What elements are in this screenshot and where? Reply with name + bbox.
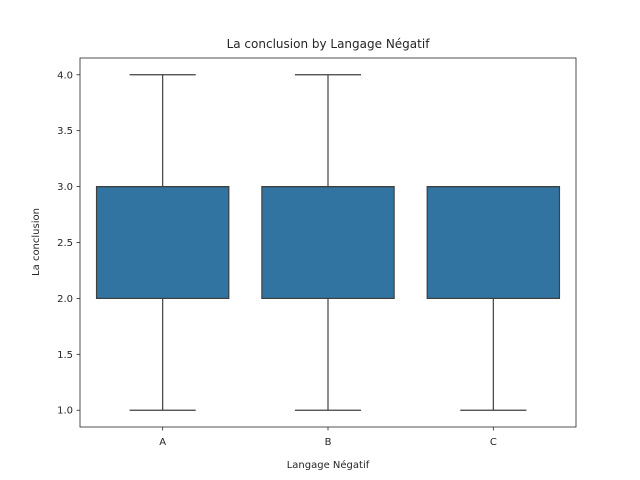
- plot-area: [95, 74, 561, 411]
- y-tick-label: 1.0: [57, 406, 73, 417]
- y-tick-label: 2.5: [57, 238, 73, 249]
- box-C: [426, 185, 561, 411]
- x-tick-label: C: [490, 437, 497, 448]
- y-tick-label: 4.0: [57, 70, 73, 81]
- box-body: [95, 185, 230, 300]
- chart-title: La conclusion by Langage Négatif: [227, 37, 431, 51]
- box-B: [261, 74, 395, 411]
- y-tick-label: 3.0: [57, 182, 73, 193]
- x-tick-label: A: [159, 437, 166, 448]
- y-tick-label: 3.5: [57, 126, 73, 137]
- y-tick-label: 1.5: [57, 350, 73, 361]
- y-axis: 1.0 1.5 2.0 2.5 3.0 3.5 4.0: [57, 70, 80, 417]
- x-axis: A B C: [159, 427, 497, 448]
- x-tick-label: B: [325, 437, 332, 448]
- box-A: [95, 74, 230, 411]
- y-tick-label: 2.0: [57, 294, 73, 305]
- box-body: [261, 185, 395, 300]
- box-body: [426, 185, 561, 300]
- x-axis-label: Langage Négatif: [287, 459, 370, 471]
- y-axis-label: La conclusion: [31, 208, 42, 276]
